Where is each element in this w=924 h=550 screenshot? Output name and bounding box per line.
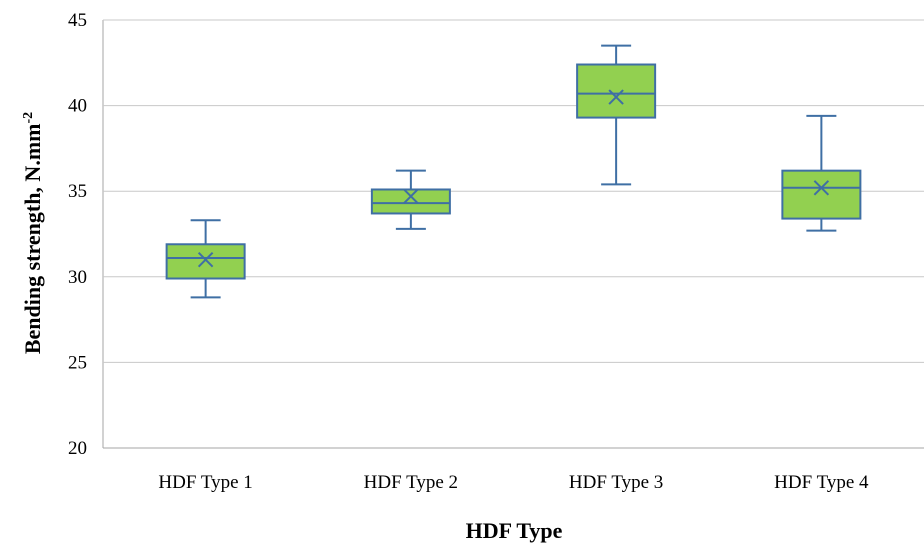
x-axis-title: HDF Type [466,518,563,543]
y-tick-label: 35 [68,181,87,202]
x-tick-label: HDF Type 4 [774,472,869,493]
y-tick-label: 40 [68,96,87,117]
y-axis-title-main: Bending strength, N.mm [20,124,45,355]
box-3 [576,44,657,186]
x-axis-tick-labels: HDF Type 1 HDF Type 2 HDF Type 3 HDF Type 4 [158,472,869,493]
mean-marker-b [197,251,214,268]
y-axis-tick-labels: 20 25 30 35 40 45 [68,10,87,459]
y-tick-label: 25 [68,352,87,373]
iqr-box [165,243,246,280]
x-tick-label: HDF Type 2 [364,472,458,493]
x-tick-label: HDF Type 3 [569,472,663,493]
box-4 [781,114,862,232]
y-axis-title-superscript: -2 [21,112,36,124]
box-2 [370,169,451,230]
iqr-box [576,63,657,119]
mean-marker-b [813,180,830,196]
mean-marker-b [608,89,624,105]
iqr-box [370,188,451,215]
y-tick-label: 45 [68,10,87,31]
box-series [165,44,862,299]
mean-marker-b [403,188,419,205]
y-tick-label: 30 [68,267,87,288]
iqr-box [781,169,862,220]
y-tick-label: 20 [68,438,87,459]
box-1 [165,219,246,299]
plot-area [102,20,924,449]
y-axis-title: Bending strength, N.mm-2 [20,112,45,354]
x-tick-label: HDF Type 1 [158,472,252,493]
